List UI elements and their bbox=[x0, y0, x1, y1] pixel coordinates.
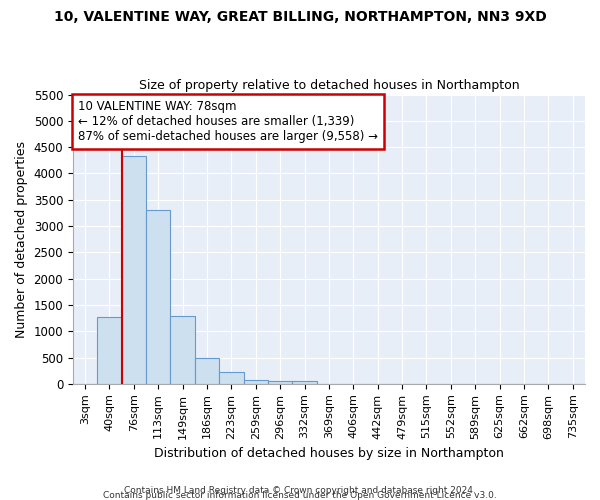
Text: Contains public sector information licensed under the Open Government Licence v3: Contains public sector information licen… bbox=[103, 491, 497, 500]
Bar bbox=[122, 156, 146, 384]
Bar bbox=[170, 316, 195, 384]
Text: Contains HM Land Registry data © Crown copyright and database right 2024.: Contains HM Land Registry data © Crown c… bbox=[124, 486, 476, 495]
Bar bbox=[195, 358, 219, 384]
Text: 10, VALENTINE WAY, GREAT BILLING, NORTHAMPTON, NN3 9XD: 10, VALENTINE WAY, GREAT BILLING, NORTHA… bbox=[53, 10, 547, 24]
Bar bbox=[97, 317, 122, 384]
Text: 10 VALENTINE WAY: 78sqm
← 12% of detached houses are smaller (1,339)
87% of semi: 10 VALENTINE WAY: 78sqm ← 12% of detache… bbox=[78, 100, 378, 144]
X-axis label: Distribution of detached houses by size in Northampton: Distribution of detached houses by size … bbox=[154, 447, 504, 460]
Y-axis label: Number of detached properties: Number of detached properties bbox=[15, 140, 28, 338]
Bar bbox=[146, 210, 170, 384]
Title: Size of property relative to detached houses in Northampton: Size of property relative to detached ho… bbox=[139, 79, 519, 92]
Bar bbox=[219, 372, 244, 384]
Bar bbox=[244, 380, 268, 384]
Bar bbox=[292, 381, 317, 384]
Bar bbox=[268, 380, 292, 384]
